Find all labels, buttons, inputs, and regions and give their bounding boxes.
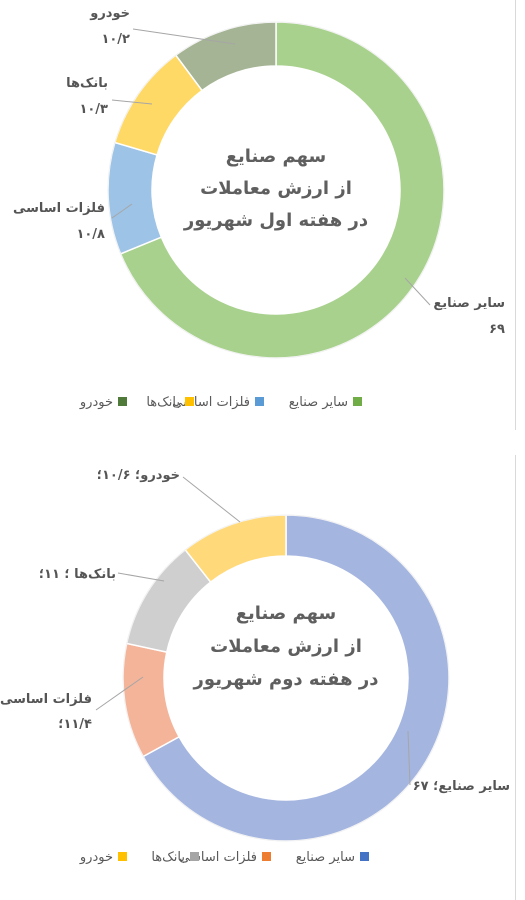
data-label: سایر صنایع	[433, 296, 505, 311]
legend-label: سایر صنایع	[289, 395, 348, 410]
legend-swatch	[185, 397, 194, 406]
leader-line	[117, 572, 165, 582]
legend-swatch	[118, 397, 127, 406]
doughnut-slice	[142, 514, 450, 842]
doughnut-outline	[107, 21, 445, 359]
legend-label: فلزات اساسی	[172, 395, 250, 410]
chart-title-line: سهم صنایع	[236, 603, 337, 624]
data-label: فلزات اساسی	[13, 201, 105, 216]
chart-title-line: از ارزش معاملات	[200, 178, 352, 199]
legend-swatch	[262, 852, 271, 861]
leader-line	[407, 730, 411, 786]
leader-line	[111, 99, 153, 105]
data-label: بانک‌ها	[66, 76, 108, 91]
legend-label: سایر صنایع	[296, 850, 355, 865]
doughnut-slice	[119, 21, 445, 359]
legend-label: خودرو	[79, 395, 113, 410]
data-label: بانک‌ها ؛ ۱۱؛	[39, 567, 116, 582]
doughnut-slice	[107, 141, 163, 255]
leader-line	[95, 676, 144, 711]
data-label: ۱۰/۳	[79, 102, 108, 117]
legend-swatch	[190, 852, 199, 861]
leader-line	[182, 476, 241, 523]
data-label: ۱۰/۲	[101, 32, 130, 47]
leader-line	[132, 28, 236, 45]
doughnut-slice	[174, 21, 277, 92]
chart-title-line: از ارزش معاملات	[210, 636, 362, 657]
divider-line	[515, 0, 516, 430]
legend-swatch	[118, 852, 127, 861]
leader-line	[111, 203, 133, 219]
legend-label: بانک‌ها	[146, 395, 180, 410]
data-label: سایر صنایع؛ ۶۷	[413, 779, 510, 794]
legend-swatch	[360, 852, 369, 861]
chart-title-line: در هفته دوم شهریور	[193, 669, 379, 690]
data-label: فلزات اساسی؛	[0, 692, 92, 707]
data-label: ۶۹	[489, 322, 505, 337]
leader-line	[404, 277, 431, 306]
data-label: ۱۰/۸	[76, 227, 105, 242]
legend-swatch	[353, 397, 362, 406]
data-label: ۱۱/۴؛	[58, 717, 92, 732]
doughnut-chart-week-2: سهم صنایع از ارزش معاملات در هفته دوم شهری…	[0, 468, 510, 865]
divider-line	[515, 455, 516, 900]
data-label: خودرو؛ ۱۰/۶؛	[97, 468, 180, 483]
chart-title-line: سهم صنایع	[226, 146, 327, 167]
doughnut-chart-week-1: سهم صنایع از ارزش معاملات در هفته اول شهری…	[13, 6, 505, 410]
data-label: خودرو	[89, 6, 130, 21]
legend-swatch	[255, 397, 264, 406]
legend-label: بانک‌ها	[151, 850, 185, 865]
doughnut-slice	[122, 642, 181, 758]
doughnut-outline	[122, 514, 450, 842]
doughnut-slice	[184, 514, 287, 584]
chart-title-line: در هفته اول شهریور	[183, 210, 368, 231]
legend-label: خودرو	[79, 850, 113, 865]
